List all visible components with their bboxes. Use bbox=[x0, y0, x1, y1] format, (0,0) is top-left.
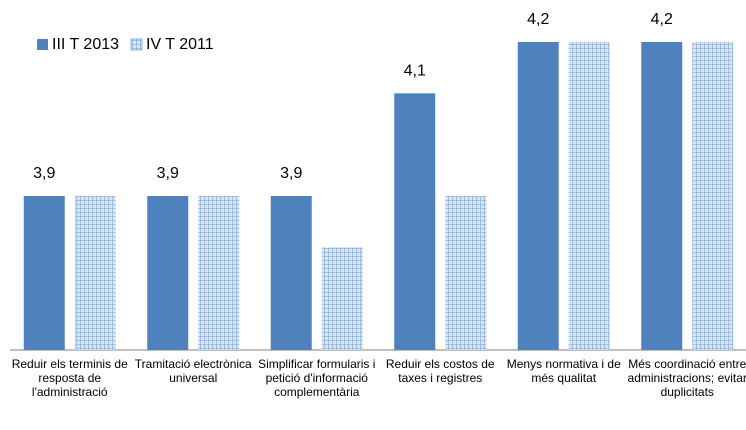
x-tick-label: Menys normativa i de més qualitat bbox=[506, 357, 621, 385]
bar bbox=[74, 196, 116, 350]
bar bbox=[445, 196, 487, 350]
data-label: 4,2 bbox=[527, 11, 549, 28]
bar bbox=[321, 247, 363, 350]
bar bbox=[198, 196, 240, 350]
data-label: 4,2 bbox=[651, 11, 673, 28]
bar bbox=[692, 42, 734, 350]
x-tick-label: Tramitació electrònica universal bbox=[134, 357, 252, 385]
x-tick-label: Simplificar formularis i petició d'infor… bbox=[258, 357, 376, 399]
data-label: 4,1 bbox=[404, 63, 426, 80]
x-tick-label: Més coordinació entre administracions; e… bbox=[627, 357, 746, 399]
data-label: 3,9 bbox=[280, 165, 302, 182]
legend-label: III T 2013 bbox=[52, 36, 119, 53]
bar bbox=[394, 93, 436, 350]
bar bbox=[147, 196, 189, 350]
legend-swatch bbox=[37, 39, 48, 50]
legend-swatch bbox=[130, 38, 143, 51]
bar bbox=[23, 196, 65, 350]
data-label: 3,9 bbox=[157, 165, 179, 182]
bar bbox=[568, 42, 610, 350]
x-tick-label: Reduir els costos de taxes i registres bbox=[385, 357, 495, 385]
bar bbox=[517, 42, 559, 350]
bar bbox=[270, 196, 312, 350]
bar bbox=[641, 42, 683, 350]
legend-label: IV T 2011 bbox=[146, 36, 214, 53]
data-label: 3,9 bbox=[33, 165, 55, 182]
x-tick-label: Reduir els terminis de resposta de l'adm… bbox=[11, 357, 128, 399]
